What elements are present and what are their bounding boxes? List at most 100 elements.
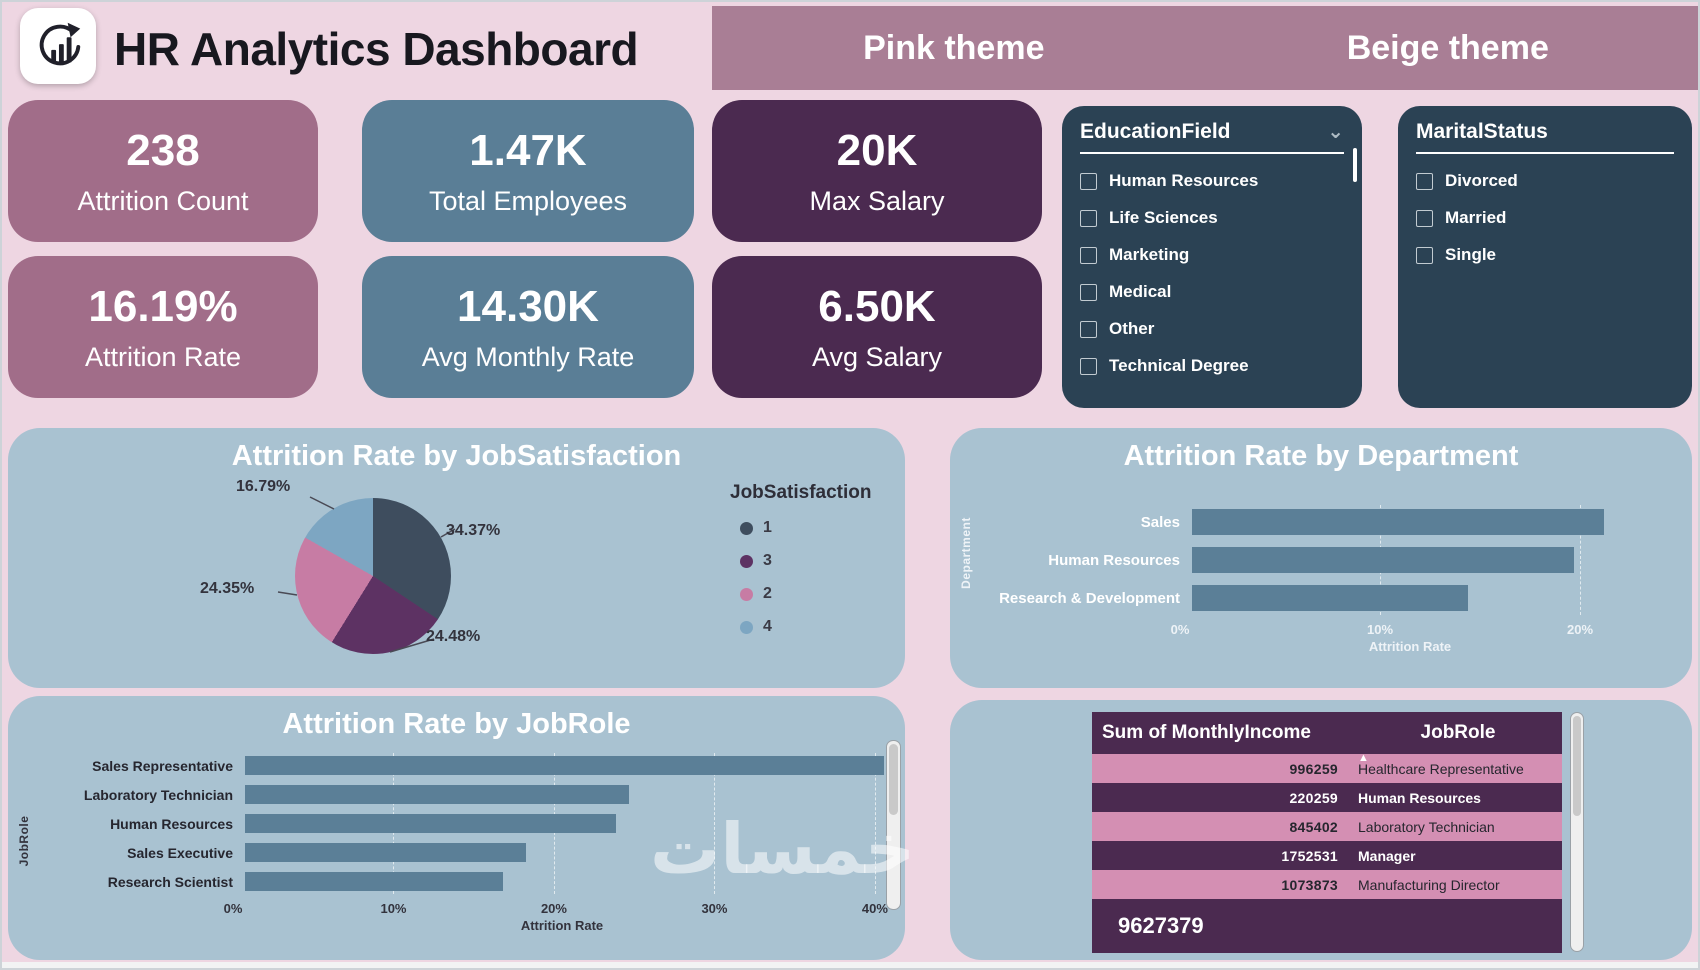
kpi-label: Attrition Rate xyxy=(84,341,242,372)
option-label: Technical Degree xyxy=(1109,356,1249,375)
option-label: Human Resources xyxy=(1109,171,1259,190)
checkbox[interactable] xyxy=(1080,209,1097,227)
income-by-jobrole-table-panel: Sum of MonthlyIncome JobRole ▲ 996259 Hea… xyxy=(950,700,1692,960)
educationfield-option[interactable]: Human Resources xyxy=(1080,171,1344,191)
kpi-label: Total Employees xyxy=(428,185,628,216)
table-row[interactable]: 220259 Human Resources xyxy=(1092,783,1562,812)
total-value: 9627379 xyxy=(1118,913,1204,938)
checkbox[interactable] xyxy=(1080,172,1097,190)
kpi-value: 16.19% xyxy=(88,281,238,331)
educationfield-option[interactable]: Other xyxy=(1080,319,1344,339)
maritalstatus-slicer: MaritalStatus Divorced Married Single xyxy=(1398,106,1692,408)
column-header-jobrole[interactable]: JobRole xyxy=(1420,722,1496,743)
kpi-value: 6.50K xyxy=(818,281,936,331)
jobrole-cell: Manufacturing Director xyxy=(1358,876,1500,893)
kpi-value: 14.30K xyxy=(457,281,599,331)
legend-label: 1 xyxy=(763,519,772,536)
maritalstatus-option[interactable]: Married xyxy=(1416,208,1674,228)
bar[interactable] xyxy=(245,872,504,891)
legend-swatch xyxy=(740,587,753,601)
slicer-header[interactable]: MaritalStatus xyxy=(1416,120,1674,154)
kpi-attrition-count: 238 Attrition Count xyxy=(8,100,318,242)
kpi-value: 1.47K xyxy=(469,125,587,175)
legend-item[interactable]: 3 xyxy=(740,552,905,570)
pie-data-label: 24.35% xyxy=(200,580,255,597)
jobrole-cell: Manager xyxy=(1358,847,1416,864)
maritalstatus-option[interactable]: Single xyxy=(1416,245,1674,265)
x-tick-label: 20% xyxy=(1566,622,1594,637)
bar-row: Laboratory Technician xyxy=(38,780,905,809)
legend-item[interactable]: 1 xyxy=(740,519,905,537)
bar[interactable] xyxy=(245,843,526,862)
bar[interactable] xyxy=(1192,547,1574,573)
bar[interactable] xyxy=(245,785,629,804)
bar[interactable] xyxy=(1192,585,1468,611)
pink-theme-button[interactable]: Pink theme xyxy=(863,28,1045,67)
back-button[interactable] xyxy=(20,8,96,84)
x-tick-label: 20% xyxy=(540,901,567,916)
checkbox[interactable] xyxy=(1080,357,1097,375)
legend-label: 4 xyxy=(763,618,772,635)
theme-switcher: Pink theme Beige theme xyxy=(712,6,1700,90)
pie-data-label: 16.79% xyxy=(236,478,291,495)
educationfield-slicer: EducationField ⌄ Human Resources Life Sci… xyxy=(1062,106,1362,408)
slicer-title: MaritalStatus xyxy=(1416,120,1548,143)
column-header-monthly-income[interactable]: Sum of MonthlyIncome xyxy=(1102,722,1311,743)
option-label: Life Sciences xyxy=(1109,208,1218,227)
kpi-attrition-rate: 16.19% Attrition Rate xyxy=(8,256,318,398)
bar-category-label: Sales xyxy=(1140,513,1180,531)
table-scrollbar[interactable] xyxy=(1570,712,1584,952)
kpi-label: Max Salary xyxy=(809,185,945,216)
maritalstatus-option[interactable]: Divorced xyxy=(1416,171,1674,191)
table-row[interactable]: 996259 Healthcare Representative xyxy=(1092,754,1562,783)
table-row[interactable]: 1073873 Manufacturing Director xyxy=(1092,870,1562,899)
checkbox[interactable] xyxy=(1416,246,1433,264)
checkbox[interactable] xyxy=(1416,209,1433,227)
educationfield-option[interactable]: Marketing xyxy=(1080,245,1344,265)
bar[interactable] xyxy=(245,814,616,833)
table-row[interactable]: 845402 Laboratory Technician xyxy=(1092,812,1562,841)
educationfield-options: Human Resources Life Sciences Marketing Med… xyxy=(1080,171,1344,376)
legend-item[interactable]: 4 xyxy=(740,618,905,636)
checkbox[interactable] xyxy=(1416,172,1433,190)
bar-row: Research Scientist xyxy=(38,867,905,896)
x-tick-label: 40% xyxy=(861,901,888,916)
x-tick-label: 0% xyxy=(1170,622,1190,637)
monthly-income-cell: 845402 xyxy=(1289,818,1338,835)
table-total-row: 9627379 xyxy=(1092,899,1562,953)
table-row[interactable]: 1752531 Manager xyxy=(1092,841,1562,870)
monthly-income-cell: 1073873 xyxy=(1281,876,1338,893)
sort-ascending-icon[interactable]: ▲ xyxy=(1358,752,1369,764)
legend-swatch xyxy=(740,554,753,568)
chart-scrollbar[interactable] xyxy=(886,740,901,910)
legend-item[interactable]: 2 xyxy=(740,585,905,603)
beige-theme-button[interactable]: Beige theme xyxy=(1346,28,1549,67)
bar-row: Sales Executive xyxy=(38,838,905,867)
educationfield-option[interactable]: Life Sciences xyxy=(1080,208,1344,228)
educationfield-option[interactable]: Technical Degree xyxy=(1080,356,1344,376)
jobsatisfaction-pie[interactable] xyxy=(295,498,451,654)
bar[interactable] xyxy=(245,756,884,775)
chart-title: Attrition Rate by JobRole xyxy=(282,708,631,740)
kpi-value: 238 xyxy=(126,125,200,175)
slicer-header[interactable]: EducationField ⌄ xyxy=(1080,120,1344,154)
jobrole-cell: Laboratory Technician xyxy=(1358,818,1495,835)
chart-title: Attrition Rate by JobSatisfaction xyxy=(231,440,682,472)
checkbox[interactable] xyxy=(1080,283,1097,301)
bar-row: Sales Representative xyxy=(38,751,905,780)
x-tick-label: 10% xyxy=(1366,622,1394,637)
slicer-scrollbar[interactable] xyxy=(1353,148,1357,182)
bar[interactable] xyxy=(1192,509,1604,535)
checkbox[interactable] xyxy=(1080,246,1097,264)
checkbox[interactable] xyxy=(1080,320,1097,338)
chevron-down-icon[interactable]: ⌄ xyxy=(1327,121,1344,143)
option-label: Married xyxy=(1445,208,1507,227)
kpi-value: 20K xyxy=(836,125,918,175)
kpi-label: Avg Monthly Rate xyxy=(421,341,635,372)
kpi-label: Avg Salary xyxy=(811,341,943,372)
y-axis-title: Department xyxy=(959,517,973,589)
slicer-title: EducationField xyxy=(1080,120,1231,143)
educationfield-option[interactable]: Medical xyxy=(1080,282,1344,302)
pie-legend: JobSatisfaction 1 3 2 4 xyxy=(730,482,905,636)
